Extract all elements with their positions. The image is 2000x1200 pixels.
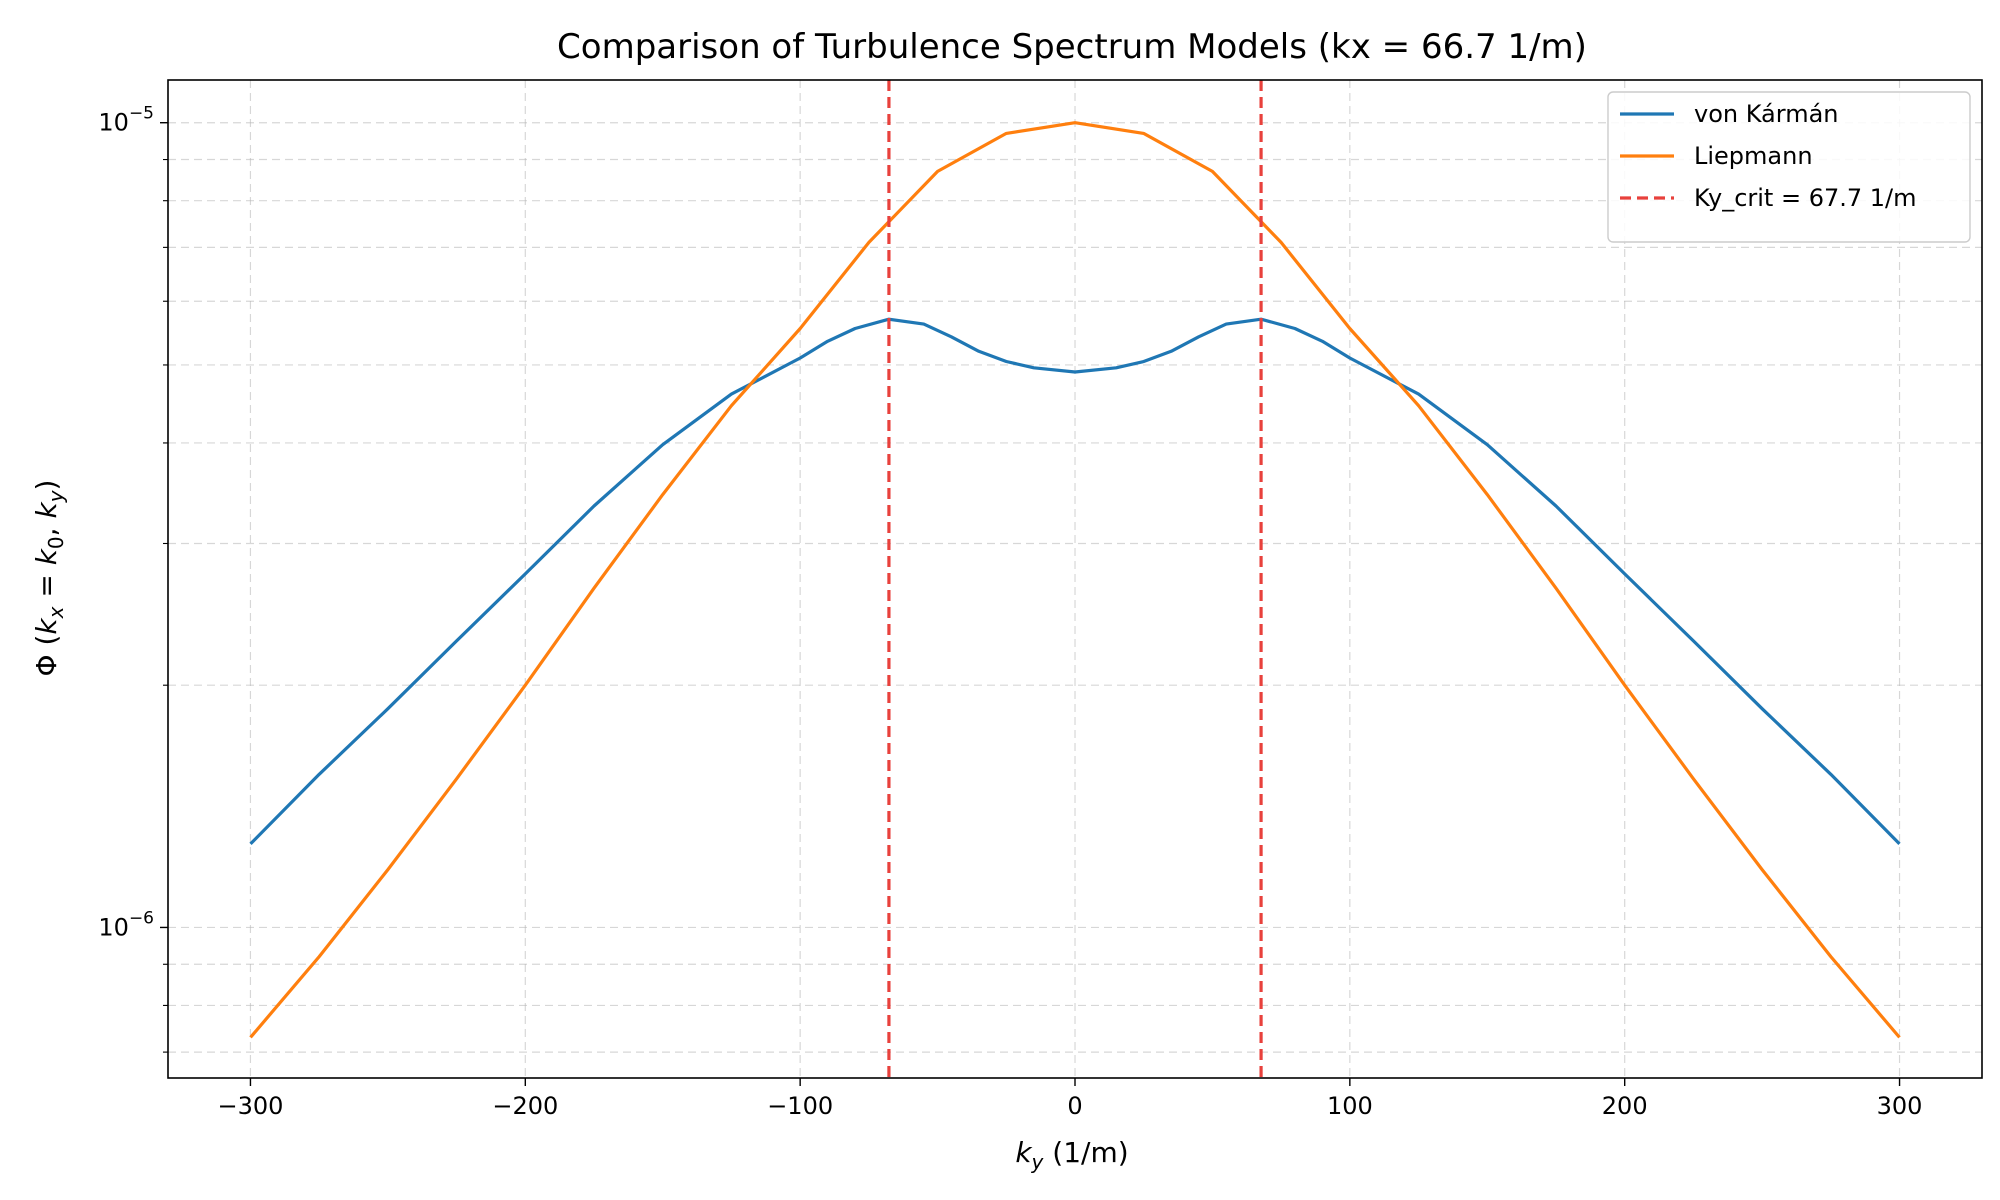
- x-axis: −300 −200 −100 0 100 200 300: [217, 1078, 1922, 1120]
- y-tick-label: 10−6: [98, 908, 154, 941]
- x-tick-label: −200: [492, 1092, 558, 1120]
- y-tick-label-exponent: −5: [129, 104, 154, 124]
- x-axis-label: ky (1/m): [1015, 1136, 1128, 1174]
- x-tick-label: −100: [767, 1092, 833, 1120]
- series-line-liepmann: [249, 121, 1901, 1039]
- y-tick-label-base: 10: [98, 913, 129, 941]
- x-tick-label: 200: [1602, 1092, 1648, 1120]
- x-tick-label: 300: [1877, 1092, 1923, 1120]
- chart-title: Comparison of Turbulence Spectrum Models…: [557, 27, 1587, 67]
- y-tick-label: 10−5: [98, 104, 154, 137]
- x-tick-label: −300: [217, 1092, 283, 1120]
- legend-box: [1607, 91, 1971, 243]
- x-tick-label: 100: [1327, 1092, 1373, 1120]
- legend-label: Ky_crit = 67.7 1/m: [1694, 184, 1917, 212]
- legend-label: von Kármán: [1694, 100, 1839, 128]
- legend-label: Liepmann: [1694, 142, 1813, 170]
- y-tick-label-exponent: −6: [129, 908, 154, 928]
- series-line-von-k-rm-n: [249, 317, 1901, 846]
- x-tick-label: 0: [1067, 1092, 1082, 1120]
- y-axis-label: Φ (kx = k0, ky): [30, 480, 68, 677]
- y-axis: 10−610−5: [98, 104, 168, 1053]
- y-tick-label-base: 10: [98, 109, 129, 137]
- plot-series: [249, 80, 1901, 1078]
- legend: von Kármán Liepmann Ky_crit = 67.7 1/m: [1607, 91, 1971, 243]
